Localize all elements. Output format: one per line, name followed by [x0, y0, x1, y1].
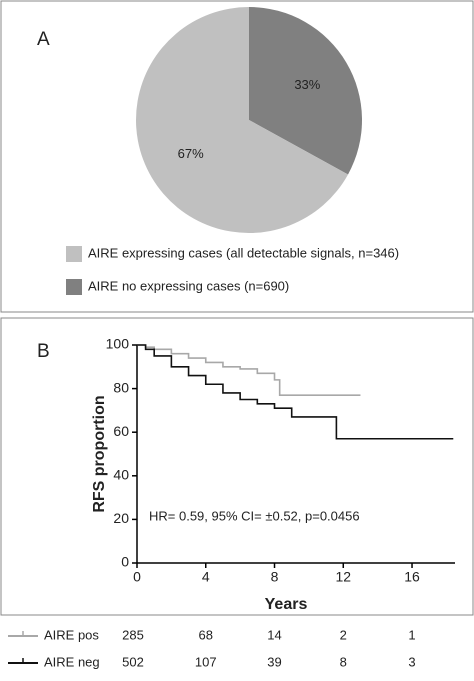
at-risk-count: 3 [408, 654, 415, 669]
panel-a-frame [0, 0, 474, 313]
y-tick-label: 20 [113, 510, 129, 526]
x-tick-label: 4 [202, 569, 210, 585]
legend-label: AIRE neg [44, 654, 100, 669]
slice-label: 67% [178, 146, 204, 161]
at-risk-count: 39 [267, 654, 281, 669]
legend-label: AIRE pos [44, 627, 99, 642]
legend-swatch [66, 246, 82, 262]
at-risk-count: 1 [408, 627, 415, 642]
pie-slice [136, 7, 349, 234]
at-risk-count: 14 [267, 627, 281, 642]
at-risk-count: 8 [340, 654, 347, 669]
at-risk-count: 285 [122, 627, 144, 642]
x-tick-label: 12 [335, 569, 351, 585]
y-tick-label: 100 [106, 336, 130, 352]
x-tick-label: 16 [404, 569, 420, 585]
y-tick-label: 40 [113, 467, 129, 483]
y-axis-label: RFS proportion [91, 395, 108, 512]
pie-slice [249, 7, 362, 175]
legend-label: AIRE expressing cases (all detectable si… [88, 245, 399, 260]
slice-label: 33% [294, 77, 320, 92]
x-tick-label: 8 [271, 569, 279, 585]
x-axis-label: Years [265, 596, 308, 613]
y-tick-label: 80 [113, 379, 129, 395]
survival-curve [137, 344, 454, 440]
at-risk-count: 2 [340, 627, 347, 642]
survival-curve [137, 344, 361, 396]
at-risk-count: 68 [199, 627, 213, 642]
y-tick-label: 60 [113, 423, 129, 439]
at-risk-count: 107 [195, 654, 217, 669]
legend-swatch [66, 279, 82, 295]
panel-label: B [37, 341, 50, 362]
at-risk-count: 502 [122, 654, 144, 669]
panel-b-frame [0, 317, 474, 616]
legend-label: AIRE no expressing cases (n=690) [88, 278, 289, 293]
panel-label: A [37, 29, 50, 50]
annotation: HR= 0.59, 95% CI= ±0.52, p=0.0456 [149, 508, 360, 523]
y-tick-label: 0 [121, 554, 129, 570]
x-tick-label: 0 [133, 569, 141, 585]
